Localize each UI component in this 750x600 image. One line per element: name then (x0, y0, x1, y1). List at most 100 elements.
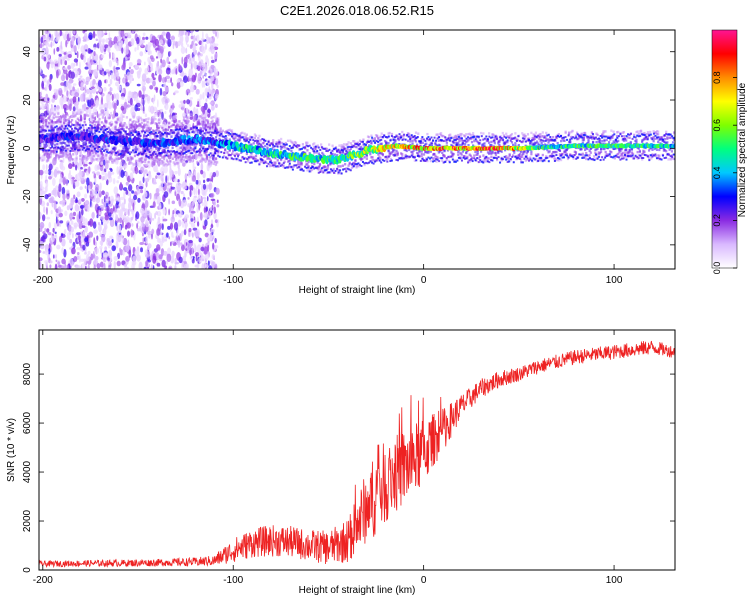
noise-cell (197, 77, 202, 84)
halo-cell (220, 131, 223, 134)
halo-cell (413, 159, 416, 162)
halo-cell (56, 131, 59, 135)
halo-cell (345, 152, 348, 156)
halo-cell (476, 149, 479, 153)
halo-cell (537, 153, 540, 156)
halo-cell (152, 129, 155, 132)
halo-cell (98, 149, 101, 152)
halo-cell (44, 151, 47, 154)
halo-cell (556, 158, 559, 162)
halo-cell (64, 142, 67, 145)
noise-cell (134, 104, 138, 112)
noise-cell (156, 99, 159, 108)
halo-cell (210, 120, 213, 124)
halo-cell (531, 143, 534, 146)
halo-cell (176, 161, 179, 165)
halo-cell (601, 134, 604, 137)
halo-cell (187, 155, 190, 159)
noise-cell (211, 175, 214, 183)
noise-cell (39, 120, 43, 123)
noise-cell (103, 86, 107, 92)
noise-cell (195, 187, 198, 196)
noise-cell (76, 191, 81, 198)
halo-cell (205, 157, 209, 160)
halo-cell (340, 144, 343, 147)
halo-cell (122, 146, 125, 149)
noise-cell (39, 221, 45, 229)
noise-cell (146, 95, 151, 102)
halo-cell (48, 117, 51, 120)
halo-cell (379, 135, 382, 138)
halo-cell (494, 136, 498, 139)
halo-cell (171, 146, 174, 150)
halo-cell (185, 121, 188, 125)
halo-cell (370, 142, 373, 145)
halo-cell (527, 137, 531, 141)
halo-cell (460, 153, 463, 156)
noise-cell (160, 64, 163, 69)
halo-cell (493, 141, 496, 145)
halo-cell (482, 154, 485, 157)
noise-cell (137, 197, 141, 203)
halo-cell (346, 151, 349, 154)
noise-cell (99, 261, 104, 268)
halo-cell (254, 157, 258, 161)
halo-cell (243, 139, 246, 142)
halo-cell (352, 161, 355, 165)
halo-cell (283, 146, 286, 149)
noise-cell (44, 244, 49, 248)
halo-cell (612, 147, 615, 151)
noise-cell (181, 230, 184, 237)
halo-cell (130, 156, 133, 159)
halo-cell (388, 152, 391, 156)
halo-cell (272, 145, 275, 148)
halo-cell (597, 151, 600, 154)
halo-cell (615, 153, 619, 156)
halo-cell (409, 143, 412, 147)
halo-cell (313, 142, 316, 145)
halo-cell (454, 143, 458, 147)
noise-cell (155, 56, 159, 59)
noise-cell (128, 249, 132, 258)
noise-cell (113, 255, 119, 261)
halo-cell (97, 113, 100, 117)
halo-cell (124, 162, 127, 166)
halo-cell (73, 115, 76, 118)
noise-cell (95, 197, 101, 204)
halo-cell (131, 124, 134, 128)
halo-cell (142, 119, 146, 122)
halo-cell (621, 131, 624, 134)
halo-cell (360, 157, 363, 160)
noise-cell (124, 36, 128, 39)
noise-cell (98, 39, 101, 49)
noise-cell (101, 190, 105, 196)
noise-cell (133, 195, 138, 201)
halo-cell (354, 145, 357, 148)
noise-cell (56, 170, 62, 174)
noise-cell (119, 161, 123, 167)
noise-cell (60, 74, 66, 82)
halo-cell (331, 152, 334, 156)
noise-cell (67, 80, 72, 84)
halo-cell (164, 128, 167, 131)
halo-cell (61, 154, 65, 158)
halo-cell (502, 142, 506, 145)
halo-cell (39, 125, 42, 129)
halo-cell (266, 148, 269, 152)
noise-cell (140, 43, 144, 47)
halo-cell (488, 152, 491, 155)
noise-cell (99, 215, 105, 220)
halo-cell (234, 140, 237, 143)
halo-cell (145, 164, 148, 168)
halo-cell (350, 166, 354, 169)
halo-cell (39, 144, 42, 148)
halo-cell (170, 125, 173, 128)
halo-cell (617, 130, 620, 134)
halo-cell (353, 161, 356, 165)
noise-cell (208, 96, 212, 100)
halo-cell (155, 160, 158, 163)
halo-cell (437, 151, 440, 154)
noise-cell (50, 60, 54, 69)
halo-cell (264, 154, 267, 158)
halo-cell (134, 149, 138, 152)
